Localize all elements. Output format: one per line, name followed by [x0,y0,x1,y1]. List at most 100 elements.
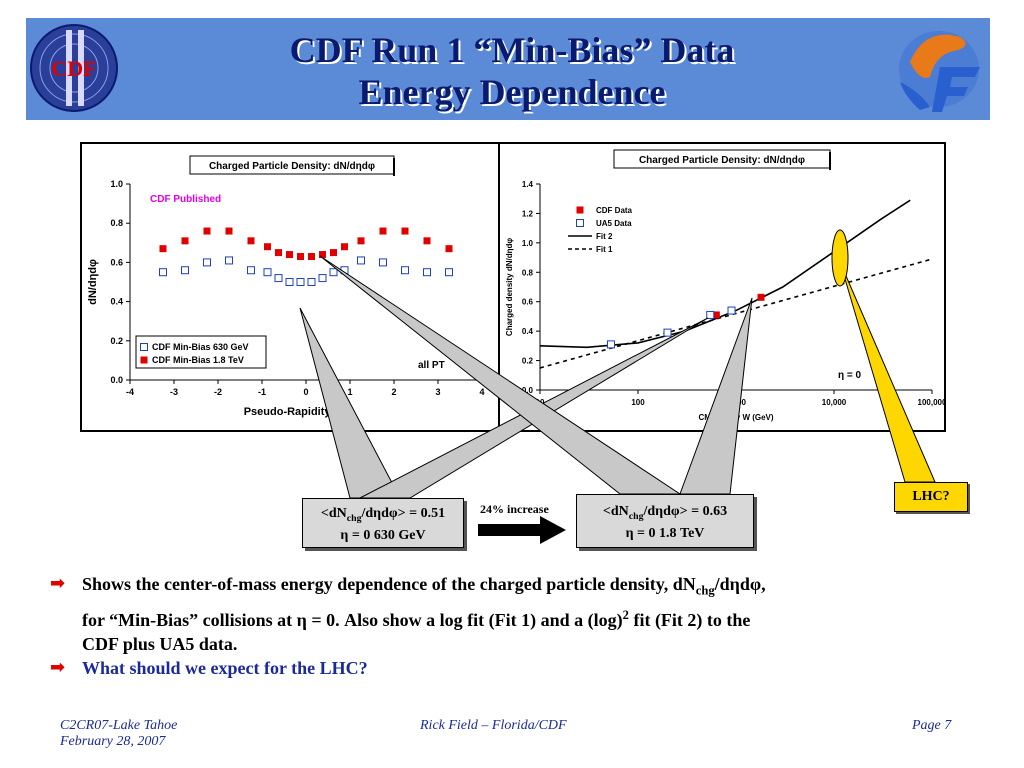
y-tick-label: 1.0 [522,239,534,248]
data-point [423,237,431,245]
data-point [159,268,167,277]
x-axis-label: CM Energy W (GeV) [698,413,773,422]
data-point [401,227,409,235]
data-point [296,278,305,286]
data-point [706,310,715,319]
bullet-1: ➡ Shows the center-of-mass energy depend… [50,572,990,654]
y-tick-label: 0.6 [110,257,123,267]
increase-label: 24% increase [480,502,549,516]
annotation-all-pt: all PT [418,360,445,371]
data-point [340,266,349,275]
data-point [181,237,189,245]
data-point [225,256,233,265]
annotation-cdf-published: CDF Published [150,194,221,205]
legend-marker [140,343,148,351]
data-point [318,274,327,283]
data-point [297,253,304,261]
data-point [319,251,326,259]
data-point [401,266,409,275]
x-tick-label: 10,000 [822,398,847,407]
y-tick-label: 0.8 [110,218,123,228]
data-point [330,249,337,257]
x-tick-label: -4 [126,387,134,397]
data-point [357,256,365,265]
data-point [203,227,211,235]
increase-arrow [478,516,566,544]
footer-author: Rick Field – Florida/CDF [420,718,567,733]
data-point [263,268,272,277]
data-point [275,249,282,257]
bullet-1-text: Shows the center-of-mass energy dependen… [82,574,766,654]
bullet-arrow-icon: ➡ [50,573,66,594]
x-tick-label: 1,000 [726,398,747,407]
x-axis-label: Pseudo-Rapidity η [244,406,341,418]
uf-logo [890,22,988,116]
data-point [308,253,315,261]
slide-title-line1: CDF Run 1 “Min-Bias” Data [289,30,735,70]
fit-curve-fit-1 [539,258,933,369]
data-point [181,266,189,275]
annotation-eta: η = 0 [838,370,862,381]
legend-marker [140,356,148,364]
svg-text:CDF: CDF [51,56,96,81]
legend-label: CDF Min-Bias 630 GeV [152,342,249,352]
callout-1800gev: <dNchg/dηdφ> = 0.63 η = 0 1.8 TeV [576,494,754,548]
legend-box [135,335,267,369]
chart-title: Charged Particle Density: dN/dηdφ [639,155,805,166]
cdf-logo: CDF [28,22,120,114]
x-tick-label: -1 [258,387,266,397]
y-tick-label: 0.4 [522,327,534,336]
x-tick-label: 100,000 [918,398,944,407]
data-point [727,306,736,315]
data-point [285,278,294,286]
chart-title: Charged Particle Density: dN/dηdφ [209,161,375,172]
x-tick-label: 100 [631,398,645,407]
data-point [379,227,387,235]
data-point [307,278,316,286]
y-axis-label: dN/dηdφ [87,259,99,305]
data-point [159,245,167,253]
data-point [663,328,672,337]
eta-density-chart: Charged Particle Density: dN/dηdφ -4 -3 -2 -… [87,155,485,418]
data-point [423,268,431,277]
data-point [757,293,765,301]
title-banner [26,18,990,120]
footer-event: C2CR07-Lake Tahoe February 28, 2007 [60,718,178,749]
legend-marker [576,219,584,227]
legend-label: Fit 2 [596,232,613,241]
y-tick-label: 0.0 [110,375,123,385]
y-tick-label: 0.4 [110,297,123,307]
data-point [225,227,233,235]
data-point [357,237,365,245]
legend-label: Fit 1 [596,245,613,254]
y-tick-label: 0.2 [110,336,123,346]
x-tick-label: -2 [214,387,222,397]
footer-page: Page 7 [912,718,952,733]
slide-title-line2: Energy Dependence [358,72,666,112]
y-tick-label: 1.0 [110,179,123,189]
data-point [274,274,283,283]
data-point [247,266,255,275]
callout-630gev: <dNchg/dηdφ> = 0.51 η = 0 630 GeV [302,498,464,548]
y-tick-label: 0.6 [522,298,534,307]
data-point [203,258,211,267]
x-tick-label: 2 [391,387,396,397]
x-tick-label: 4 [479,387,484,397]
data-point [341,243,348,251]
data-point [445,268,453,277]
legend-label: UA5 Data [596,219,632,228]
data-point [606,340,615,349]
y-tick-label: 0.2 [522,357,534,366]
bullet-2: ➡ What should we expect for the LHC? [50,656,990,682]
energy-dependence-chart: Charged Particle Density: dN/dηdφ 10 100 1,… [505,149,947,422]
data-point [286,251,293,259]
x-tick-label: -3 [170,387,178,397]
y-tick-label: 1.4 [522,180,534,189]
x-tick-label: 1 [347,387,352,397]
x-tick-label: 10 [536,398,545,407]
right-chart-panel: Charged Particle Density: dN/dηdφ 10 100 1,… [498,142,947,432]
lhc-label: LHC? [894,482,968,512]
legend-label: CDF Data [596,206,633,215]
bullet-2-text: What should we expect for the LHC? [82,658,368,678]
left-chart-panel: Charged Particle Density: dN/dηdφ -4 -3 -2 -… [80,142,502,432]
